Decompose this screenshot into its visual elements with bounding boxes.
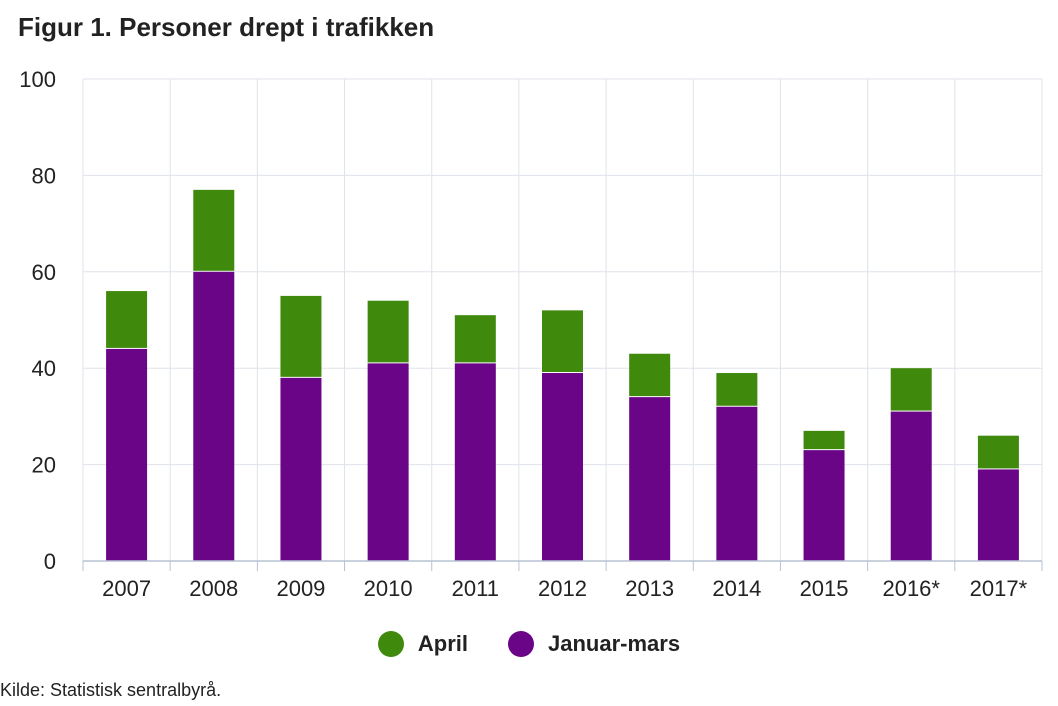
y-tick-label: 0 xyxy=(44,549,56,574)
x-tick-label: 2013 xyxy=(625,576,674,601)
legend: April Januar-mars xyxy=(0,631,1058,657)
x-tick-label: 2012 xyxy=(538,576,587,601)
bar-januar-mars-2008[interactable] xyxy=(193,271,235,561)
bar-april-2013[interactable] xyxy=(629,353,671,397)
x-tick-label: 2011 xyxy=(452,576,499,601)
bar-januar-mars-2013[interactable] xyxy=(629,397,671,561)
legend-label-januar-mars: Januar-mars xyxy=(548,631,681,656)
bar-januar-mars-2014[interactable] xyxy=(716,406,758,561)
x-tick-label: 2016* xyxy=(882,576,940,601)
bar-april-2007[interactable] xyxy=(106,291,148,348)
bar-januar-mars-2015[interactable] xyxy=(803,450,845,561)
bar-januar-mars-2007[interactable] xyxy=(106,348,148,561)
bar-januar-mars-2011[interactable] xyxy=(454,363,496,561)
x-tick-label: 2014 xyxy=(712,576,761,601)
y-tick-label: 40 xyxy=(32,356,56,381)
y-tick-label: 100 xyxy=(19,67,56,92)
chart-title: Figur 1. Personer drept i trafikken xyxy=(18,12,435,42)
y-tick-label: 20 xyxy=(32,453,56,478)
bar-april-2015[interactable] xyxy=(803,430,845,450)
bar-januar-mars-2009[interactable] xyxy=(280,377,322,561)
bar-april-2012[interactable] xyxy=(542,310,583,373)
legend-marker-april xyxy=(377,631,404,657)
legend-label-april: April xyxy=(417,631,469,656)
x-tick-label: 2015 xyxy=(800,576,849,601)
bar-januar-mars-2016[interactable] xyxy=(890,411,932,561)
legend-marker-januar-mars xyxy=(508,631,535,657)
bar-januar-mars-2012[interactable] xyxy=(542,373,583,561)
bar-januar-mars-2017[interactable] xyxy=(977,469,1019,561)
bar-april-2011[interactable] xyxy=(454,315,496,363)
legend-item-januar-mars[interactable]: Januar-mars xyxy=(508,631,680,657)
x-tick-label: 2008 xyxy=(189,576,238,601)
x-tick-label: 2009 xyxy=(276,576,325,601)
y-tick-label: 60 xyxy=(32,260,56,285)
legend-item-april[interactable]: April xyxy=(377,631,469,657)
bar-april-2017[interactable] xyxy=(977,435,1019,469)
bar-april-2014[interactable] xyxy=(716,373,758,406)
bar-januar-mars-2010[interactable] xyxy=(367,363,409,561)
x-tick-label: 2007 xyxy=(102,576,151,601)
bar-april-2016[interactable] xyxy=(890,368,932,411)
bar-april-2010[interactable] xyxy=(367,300,409,363)
x-tick-label: 2010 xyxy=(364,576,413,601)
stacked-bar-chart: 0 20 40 60 80 100 2007 2008 2009 2010 2011 2012 2013… xyxy=(19,67,1043,601)
y-tick-label: 80 xyxy=(32,163,56,188)
source-note: Kilde: Statistisk sentralbyrå. xyxy=(0,680,222,700)
bar-april-2008[interactable] xyxy=(193,189,235,271)
x-tick-label: 2017* xyxy=(970,576,1028,601)
bar-april-2009[interactable] xyxy=(280,295,322,377)
